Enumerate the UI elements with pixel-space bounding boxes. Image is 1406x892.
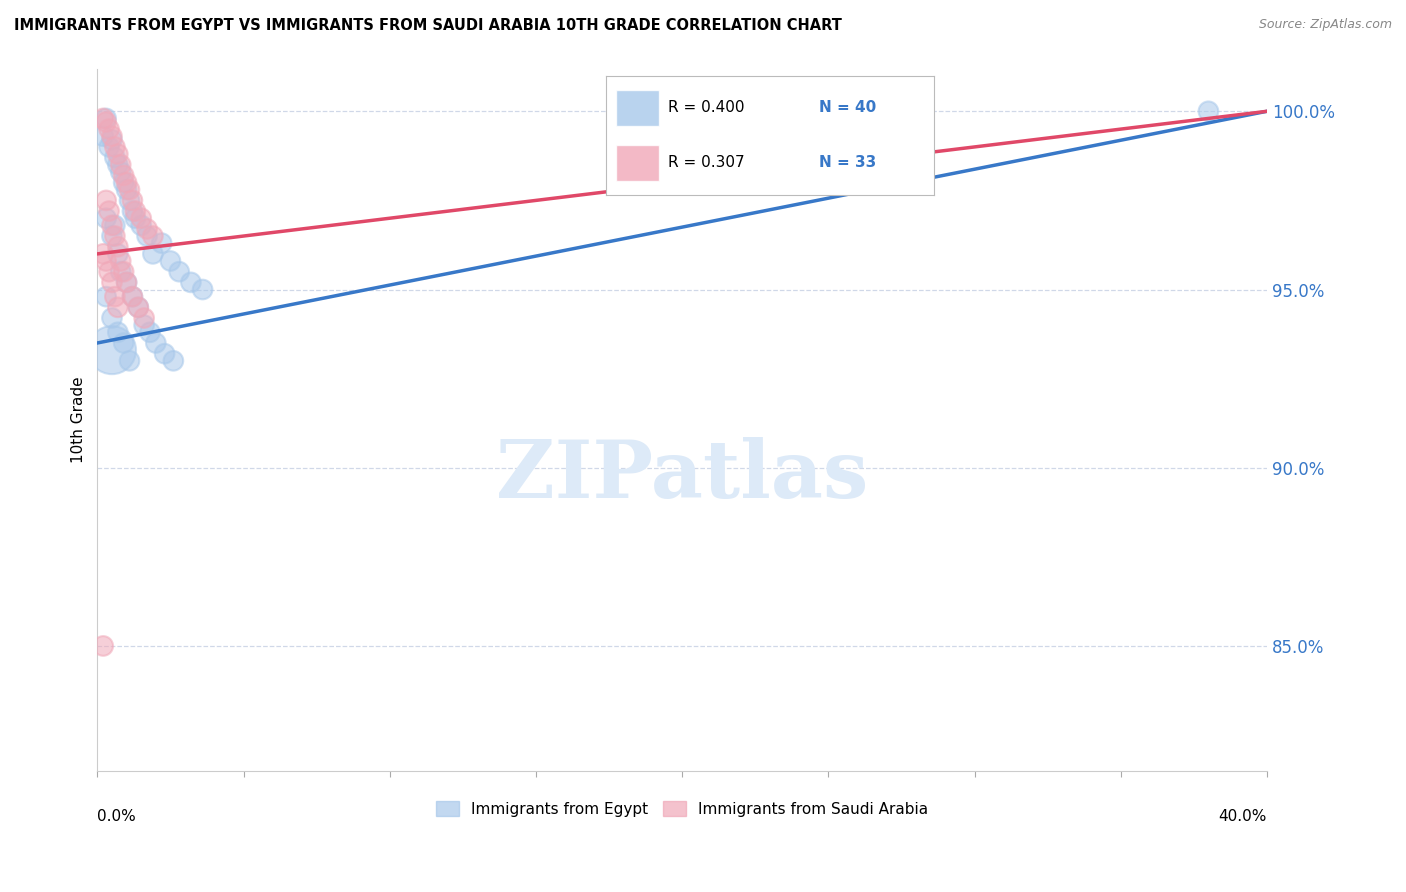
Point [91, 112, 114, 126]
Point [112, 176, 135, 190]
Point [180, 276, 202, 290]
Point [94, 112, 117, 126]
Point [1197, 104, 1219, 119]
Point [145, 336, 167, 351]
Point [115, 183, 138, 197]
Text: 40.0%: 40.0% [1219, 809, 1267, 824]
Point [127, 301, 149, 315]
Point [112, 169, 135, 183]
Point [107, 147, 129, 161]
Text: Source: ZipAtlas.com: Source: ZipAtlas.com [1258, 18, 1392, 31]
Point [112, 336, 135, 351]
Point [101, 276, 124, 290]
Point [167, 265, 190, 279]
Point [98, 204, 121, 219]
Point [121, 290, 143, 304]
Point [134, 318, 156, 333]
Point [118, 353, 141, 368]
Point [107, 158, 129, 172]
Point [110, 158, 132, 172]
Point [94, 254, 117, 268]
Point [94, 290, 117, 304]
Point [98, 265, 121, 279]
Point [107, 247, 129, 261]
Point [153, 346, 176, 360]
Point [94, 194, 117, 208]
Point [115, 176, 138, 190]
Point [101, 133, 124, 147]
Point [124, 211, 146, 226]
Point [104, 151, 127, 165]
Point [104, 229, 127, 244]
Point [162, 353, 184, 368]
Point [110, 265, 132, 279]
Point [150, 236, 173, 251]
Point [110, 254, 132, 268]
Point [101, 219, 124, 233]
Point [115, 276, 138, 290]
Point [107, 301, 129, 315]
Point [159, 254, 181, 268]
Point [136, 229, 159, 244]
Point [101, 229, 124, 244]
Text: IMMIGRANTS FROM EGYPT VS IMMIGRANTS FROM SAUDI ARABIA 10TH GRADE CORRELATION CHA: IMMIGRANTS FROM EGYPT VS IMMIGRANTS FROM… [14, 18, 842, 33]
Point [118, 194, 141, 208]
Point [112, 265, 135, 279]
Legend: Immigrants from Egypt, Immigrants from Saudi Arabia: Immigrants from Egypt, Immigrants from S… [430, 795, 935, 822]
Point [101, 129, 124, 144]
Point [104, 290, 127, 304]
Point [129, 211, 152, 226]
Text: ZIPatlas: ZIPatlas [496, 437, 869, 515]
Point [121, 204, 143, 219]
Point [91, 247, 114, 261]
Point [98, 122, 121, 136]
Text: 0.0%: 0.0% [97, 809, 136, 824]
Point [121, 194, 143, 208]
Point [142, 229, 165, 244]
Point [98, 140, 121, 154]
Point [127, 301, 149, 315]
Point [91, 639, 114, 653]
Point [104, 140, 127, 154]
Point [101, 311, 124, 326]
Point [124, 204, 146, 219]
Point [107, 326, 129, 340]
Point [142, 247, 165, 261]
Point [134, 311, 156, 326]
Point [139, 326, 162, 340]
Point [107, 240, 129, 254]
Point [91, 129, 114, 144]
Point [121, 290, 143, 304]
Point [118, 183, 141, 197]
Point [94, 115, 117, 129]
Point [94, 211, 117, 226]
Point [136, 222, 159, 236]
Point [110, 165, 132, 179]
Y-axis label: 10th Grade: 10th Grade [72, 376, 86, 463]
Point [115, 276, 138, 290]
Point [191, 283, 214, 297]
Point [104, 219, 127, 233]
Point [129, 219, 152, 233]
Point [101, 343, 124, 357]
